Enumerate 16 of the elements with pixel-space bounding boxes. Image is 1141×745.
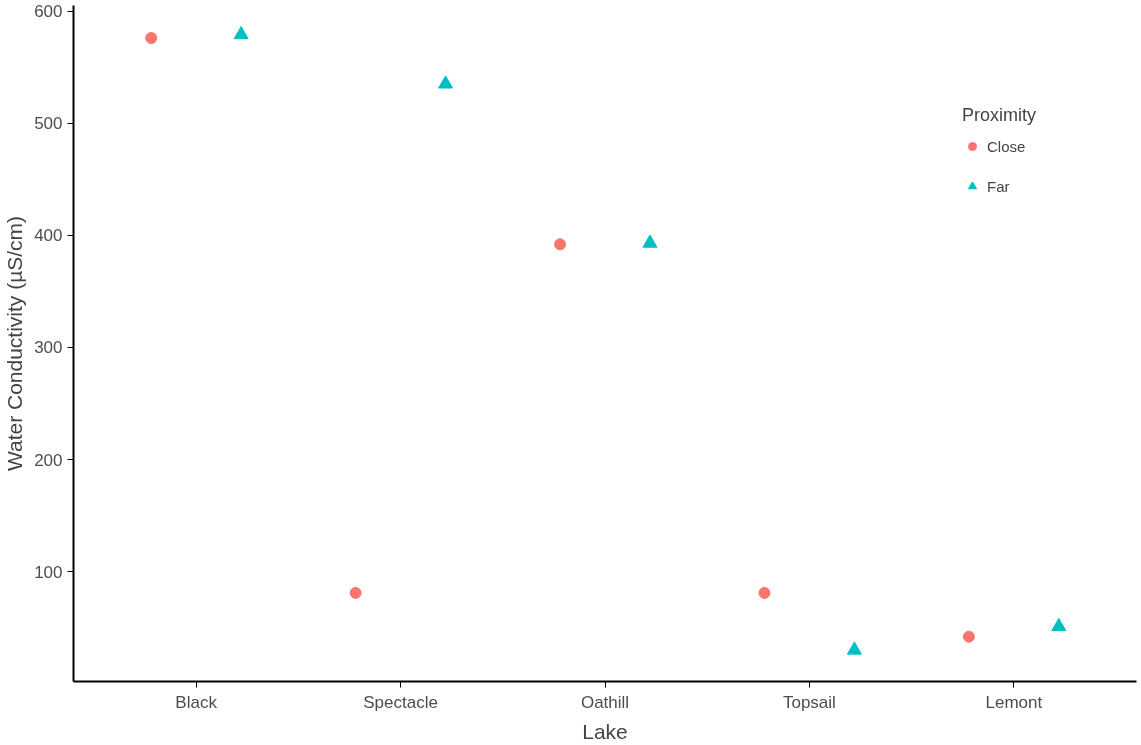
x-axis-title: Lake — [582, 719, 628, 743]
y-tick-label: 100 — [34, 562, 63, 582]
y-tick-label: 600 — [34, 2, 63, 22]
x-tick-label: Black — [175, 692, 218, 712]
legend-label: Close — [986, 137, 1026, 155]
y-axis-title: Water Conductivity (µS/cm) — [3, 215, 27, 472]
y-tick-label: 500 — [34, 114, 63, 134]
y-tick-label: 400 — [34, 226, 63, 246]
x-tick-label: Spectacle — [363, 692, 438, 712]
x-tick-label: Topsail — [782, 692, 836, 712]
y-tick-label: 300 — [34, 338, 63, 358]
legend-title: Proximity — [961, 105, 1036, 126]
legend-label: Far — [986, 177, 1010, 195]
x-tick-label: Lemont — [985, 692, 1043, 712]
x-tick-label: Oathill — [580, 692, 630, 712]
y-tick-label: 200 — [34, 450, 63, 470]
